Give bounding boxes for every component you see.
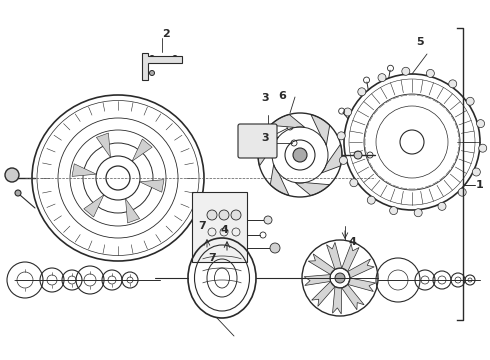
Circle shape [426,69,434,77]
Polygon shape [295,183,330,195]
Circle shape [472,168,480,176]
Polygon shape [132,139,152,161]
Circle shape [340,156,347,165]
Circle shape [466,97,474,105]
Polygon shape [125,199,140,223]
Circle shape [337,132,345,140]
Circle shape [479,144,487,152]
Text: 6: 6 [278,91,286,101]
Polygon shape [304,275,331,285]
Circle shape [270,243,280,253]
Bar [8,172,16,178]
Text: 3: 3 [261,93,269,103]
Polygon shape [270,165,289,195]
Circle shape [207,210,217,220]
Circle shape [402,67,410,75]
Polygon shape [342,244,359,271]
Text: 7: 7 [208,253,216,263]
Polygon shape [348,278,376,292]
Polygon shape [72,164,97,176]
Polygon shape [333,287,342,314]
Polygon shape [97,133,110,157]
Text: 5: 5 [416,37,424,47]
Circle shape [368,196,375,204]
Text: 1: 1 [476,180,484,190]
Circle shape [149,71,154,76]
Circle shape [335,273,345,283]
Text: 2: 2 [162,29,170,39]
Polygon shape [142,53,182,80]
Circle shape [15,190,21,196]
Polygon shape [348,259,374,278]
Circle shape [264,216,272,224]
Circle shape [358,88,366,96]
Circle shape [378,74,386,82]
Circle shape [350,179,358,187]
Polygon shape [140,180,164,192]
Circle shape [172,55,177,60]
Polygon shape [270,114,305,127]
Circle shape [449,80,457,88]
Circle shape [219,210,229,220]
Text: 4: 4 [348,237,356,247]
Circle shape [390,207,397,215]
Text: 3: 3 [261,133,269,143]
Circle shape [477,120,485,128]
Polygon shape [321,144,342,173]
Circle shape [343,108,352,116]
Polygon shape [84,195,104,217]
Circle shape [5,168,19,182]
Circle shape [231,210,241,220]
Polygon shape [342,284,364,310]
Circle shape [293,148,307,162]
Polygon shape [311,114,330,145]
Text: 4: 4 [220,225,228,235]
Bar [192,192,247,262]
Polygon shape [308,254,335,275]
Text: 7: 7 [198,221,206,231]
Circle shape [149,55,154,60]
Polygon shape [312,282,335,306]
FancyBboxPatch shape [238,124,277,158]
Circle shape [354,151,362,159]
Circle shape [458,188,466,196]
Circle shape [438,202,446,210]
Polygon shape [258,137,278,166]
Circle shape [414,209,422,217]
Polygon shape [326,242,342,269]
